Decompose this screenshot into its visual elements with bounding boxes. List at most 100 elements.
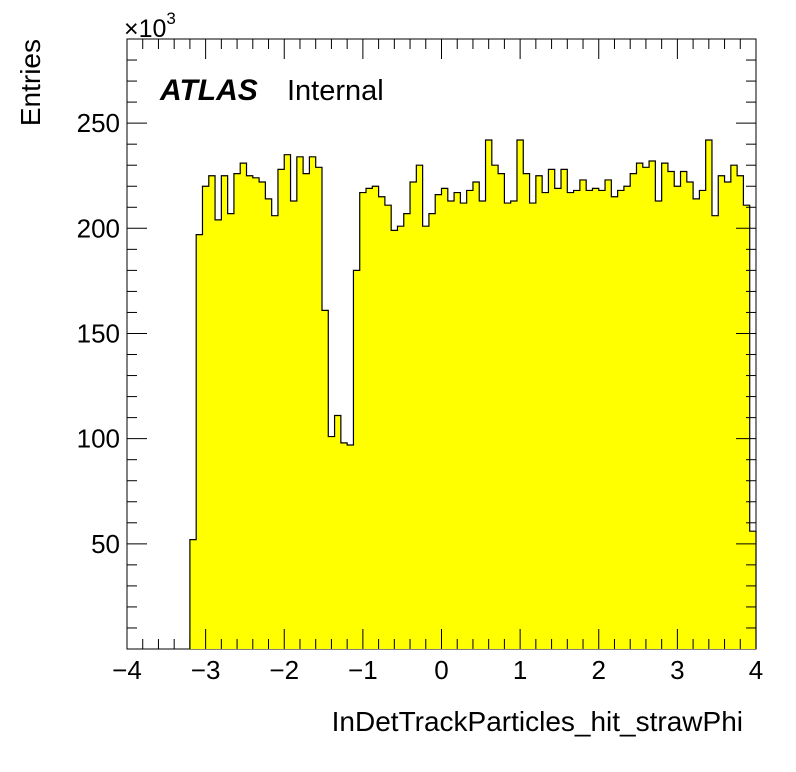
- histogram-bin: [378, 196, 386, 649]
- internal-label: Internal: [287, 75, 384, 107]
- x-tick-label: −1: [348, 655, 378, 685]
- y-tick-label: 100: [77, 424, 120, 454]
- x-axis-title: InDetTrackParticles_hit_strawPhi: [332, 706, 743, 737]
- histogram-bin: [422, 226, 430, 649]
- histogram-bin: [623, 186, 631, 650]
- histogram-bin: [642, 167, 650, 649]
- histogram-bin: [516, 139, 524, 649]
- x-tick-label: 3: [670, 655, 684, 685]
- histogram-bin: [699, 190, 707, 649]
- histogram-bin: [303, 173, 310, 649]
- histogram-bin: [328, 436, 335, 649]
- histogram-bin: [504, 203, 512, 649]
- x-tick-label: 2: [592, 655, 606, 685]
- histogram-bin: [617, 190, 625, 649]
- histogram-bin: [592, 188, 600, 649]
- histogram-bin: [611, 196, 619, 649]
- y-tick-label: 150: [77, 318, 120, 348]
- histogram-bin: [202, 186, 210, 650]
- histogram-bin: [441, 188, 449, 649]
- histogram-bin: [428, 213, 436, 649]
- histogram-bin: [749, 531, 757, 649]
- histogram-bin: [598, 190, 606, 649]
- histogram-bin: [655, 200, 663, 649]
- y-tick-label: 250: [77, 108, 120, 138]
- histogram-bin: [711, 215, 719, 649]
- x-tick-label: −2: [269, 655, 299, 685]
- histogram-bin: [410, 182, 417, 649]
- histogram-bin: [252, 177, 260, 649]
- histogram-bin: [277, 169, 285, 649]
- histogram-bin: [271, 215, 279, 649]
- histogram-bin: [743, 205, 751, 650]
- histogram-bin: [573, 190, 581, 649]
- atlas-label: ATLAS: [159, 74, 258, 107]
- y-tick-label: 200: [77, 213, 120, 243]
- histogram-bin: [630, 173, 637, 649]
- y-scale-power: 3: [166, 9, 175, 28]
- histogram-bin: [567, 192, 574, 650]
- x-tick-label: 1: [513, 655, 527, 685]
- histogram-bin: [649, 161, 656, 649]
- histogram-outline: [189, 139, 757, 649]
- histogram-bin: [240, 163, 247, 649]
- histogram-bin: [674, 186, 681, 650]
- histogram-bin: [542, 192, 549, 650]
- y-scale-exponent: ×103: [124, 9, 176, 43]
- histogram-bin: [667, 171, 675, 649]
- histogram-bin: [435, 194, 442, 649]
- histogram-bin: [737, 175, 744, 649]
- histogram-bin: [227, 213, 235, 649]
- histogram-bin: [472, 182, 480, 649]
- histogram-bin: [391, 230, 398, 649]
- histogram-bin: [730, 165, 738, 649]
- y-axis-title: Entries: [15, 39, 46, 126]
- histogram-bin: [366, 188, 373, 649]
- histogram-bin: [454, 192, 461, 650]
- histogram-bin: [579, 179, 587, 649]
- histogram-bin: [523, 173, 530, 649]
- histogram-bin: [290, 200, 298, 649]
- histogram-bin: [353, 270, 361, 649]
- histogram-bin: [447, 200, 455, 649]
- histogram-bin: [259, 182, 266, 649]
- histogram-bin: [284, 154, 291, 649]
- histogram-bin: [466, 190, 474, 649]
- y-scale-base: ×10: [124, 15, 166, 43]
- histogram-bin: [535, 175, 543, 649]
- histogram-bin: [693, 198, 700, 650]
- histogram-bin: [233, 173, 241, 649]
- histogram-bin: [189, 539, 197, 649]
- histogram-bin: [705, 139, 713, 649]
- histogram-bin: [334, 415, 342, 649]
- histogram-bin: [548, 169, 556, 649]
- histogram-bin: [372, 186, 379, 650]
- histogram-bin: [605, 179, 612, 649]
- histogram-bin: [636, 163, 644, 649]
- histogram-bin: [510, 200, 518, 649]
- histogram-bin: [529, 203, 537, 649]
- histogram-bin: [724, 182, 732, 649]
- histogram-bars: [189, 139, 757, 650]
- histogram-bin: [347, 444, 354, 649]
- histogram-bin: [718, 175, 725, 649]
- histogram-bin: [485, 139, 493, 649]
- histogram-bin: [340, 442, 348, 649]
- histogram-bin: [246, 175, 254, 649]
- histogram-bin: [208, 175, 216, 649]
- histogram-bin: [680, 171, 688, 649]
- histogram-bin: [265, 198, 273, 650]
- histogram-bin: [491, 165, 499, 649]
- histogram-bin: [321, 310, 329, 649]
- histogram-bin: [397, 226, 405, 649]
- histogram-bin: [215, 219, 222, 649]
- x-tick-label: 4: [749, 655, 763, 685]
- histogram-bin: [416, 165, 424, 649]
- histogram-bin: [221, 175, 229, 649]
- histogram-bin: [359, 192, 367, 650]
- histogram-bin: [403, 213, 411, 649]
- histogram-bin: [315, 167, 323, 649]
- histogram-bin: [296, 156, 304, 650]
- histogram-bin: [479, 200, 486, 649]
